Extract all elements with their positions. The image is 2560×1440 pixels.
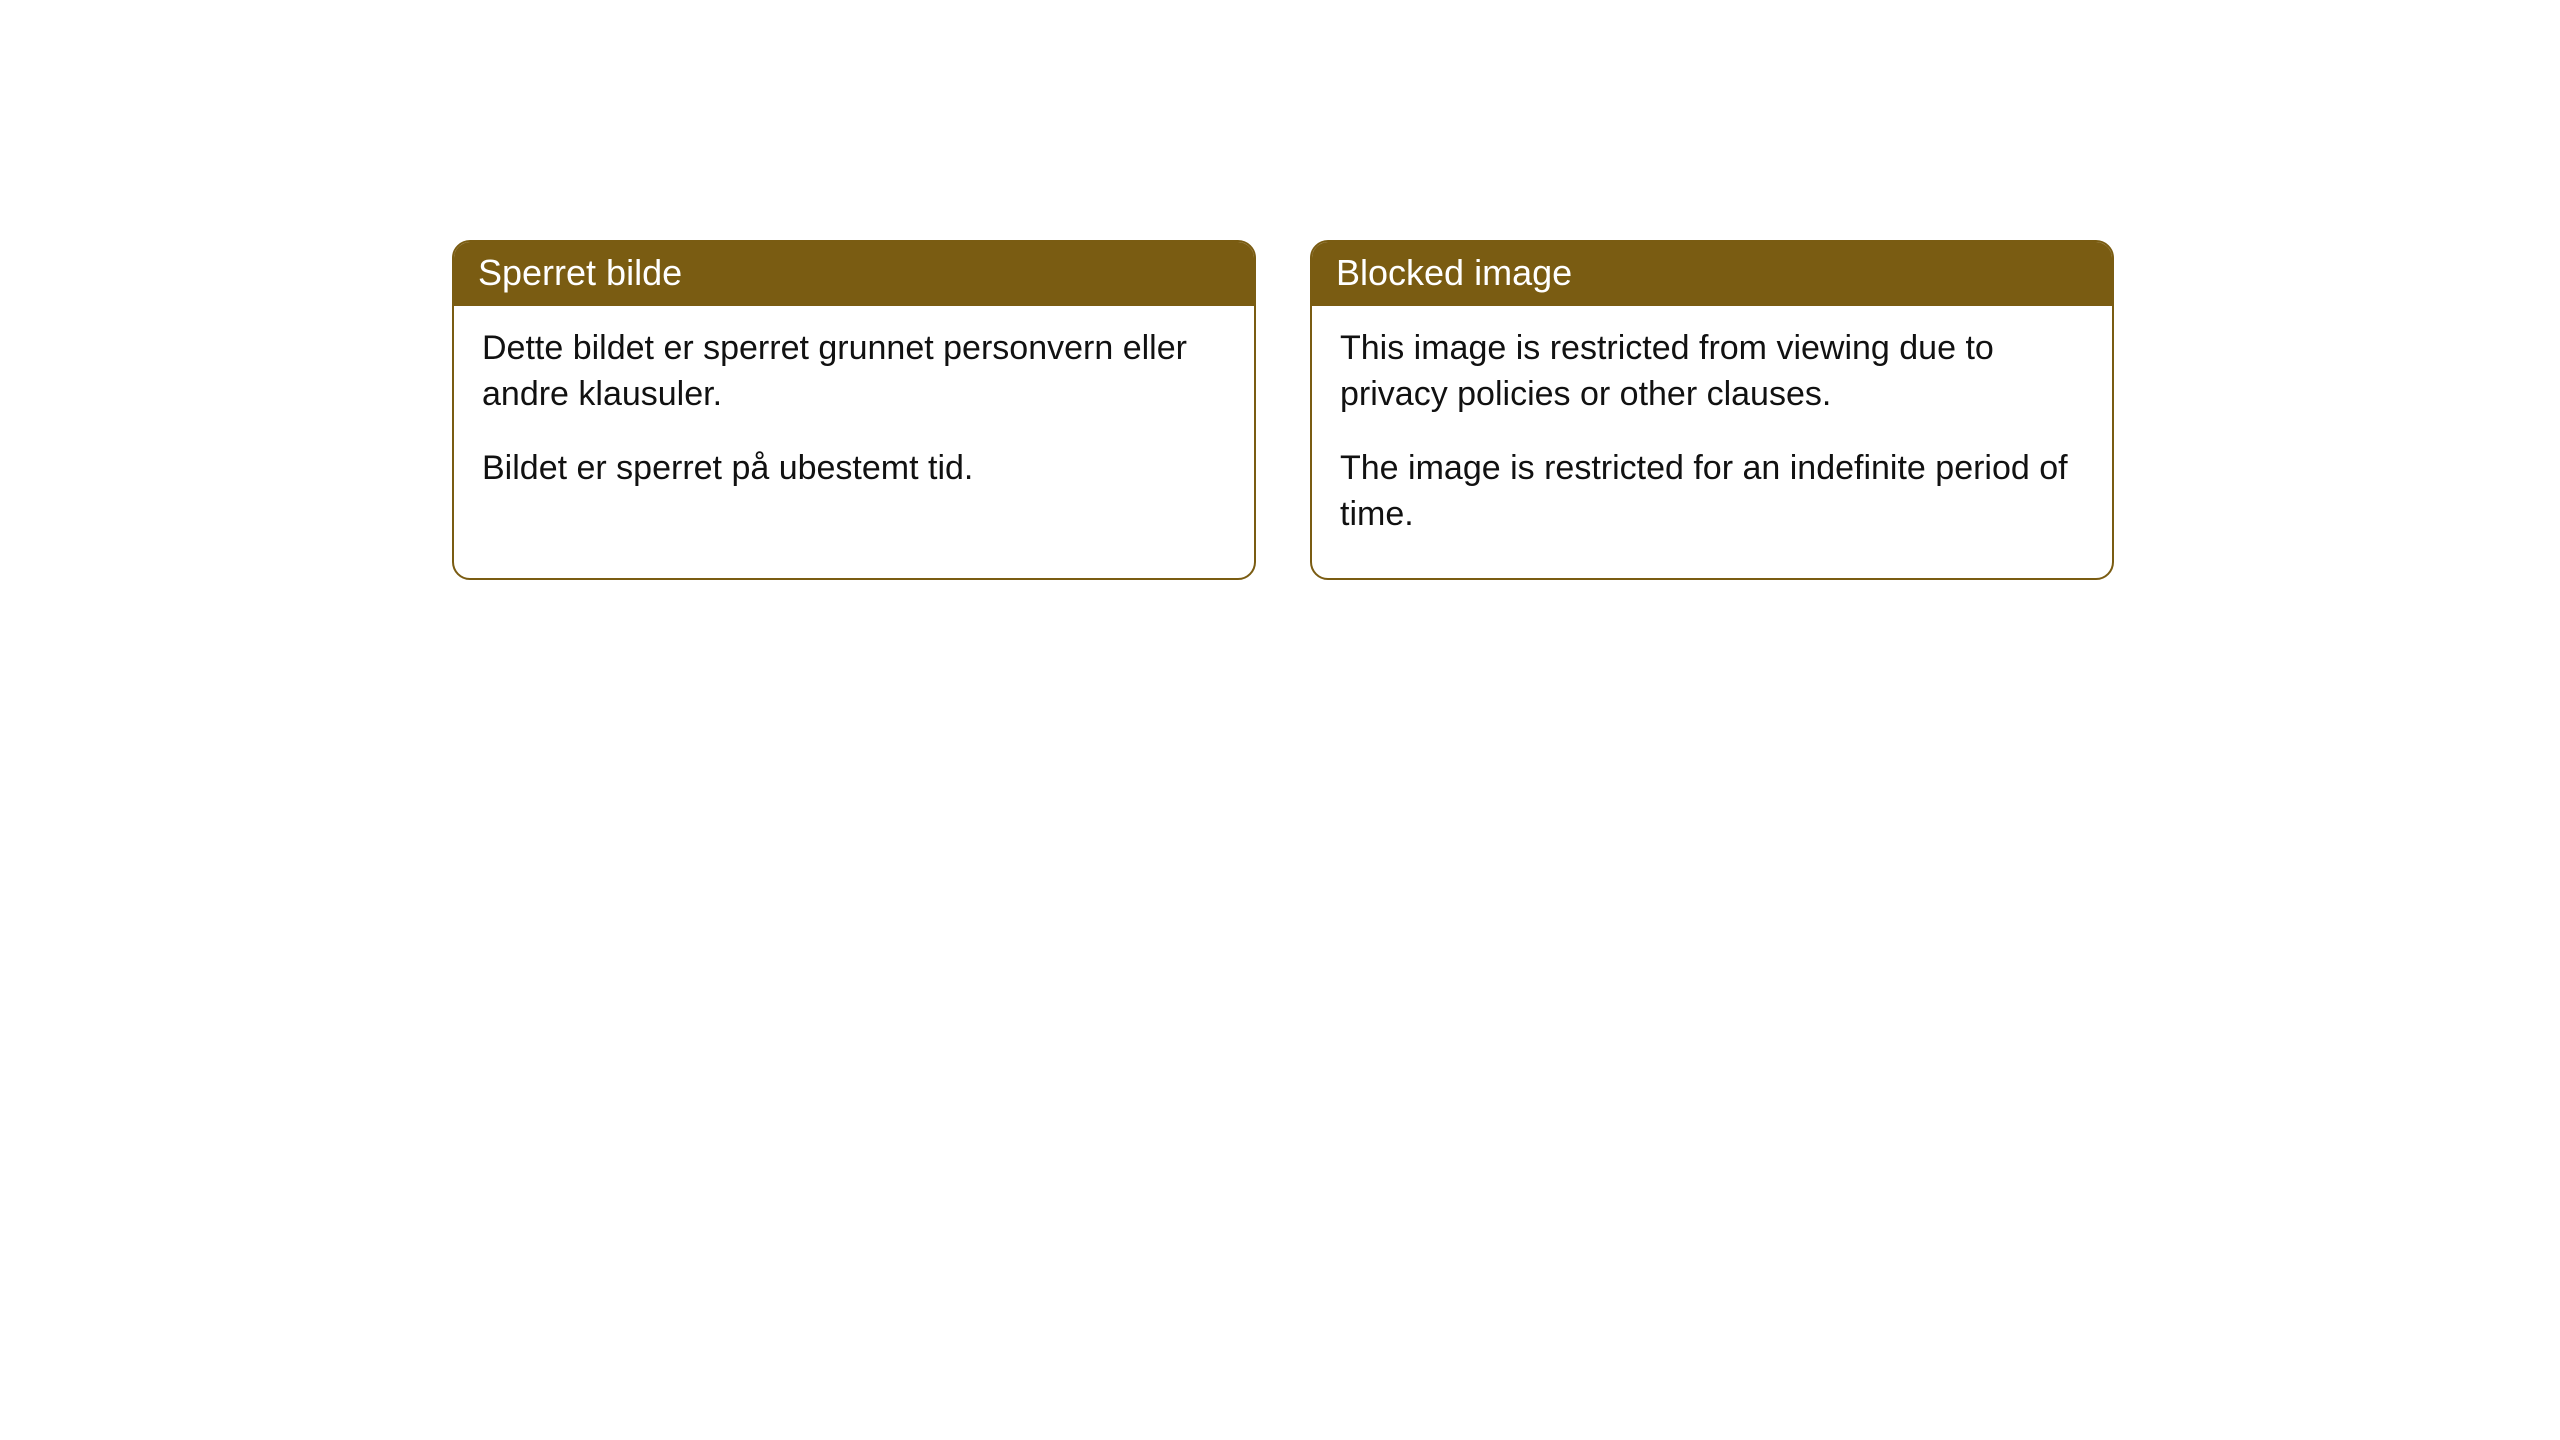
notice-title-english: Blocked image bbox=[1312, 242, 2112, 306]
notice-body-norwegian: Dette bildet er sperret grunnet personve… bbox=[454, 306, 1254, 532]
notice-paragraph-2-norwegian: Bildet er sperret på ubestemt tid. bbox=[482, 446, 1226, 492]
notice-paragraph-2-english: The image is restricted for an indefinit… bbox=[1340, 446, 2084, 538]
notice-paragraph-1-norwegian: Dette bildet er sperret grunnet personve… bbox=[482, 326, 1226, 418]
notice-paragraph-1-english: This image is restricted from viewing du… bbox=[1340, 326, 2084, 418]
notice-card-norwegian: Sperret bilde Dette bildet er sperret gr… bbox=[452, 240, 1256, 580]
notice-title-norwegian: Sperret bilde bbox=[454, 242, 1254, 306]
notice-body-english: This image is restricted from viewing du… bbox=[1312, 306, 2112, 578]
notice-card-english: Blocked image This image is restricted f… bbox=[1310, 240, 2114, 580]
notice-container: Sperret bilde Dette bildet er sperret gr… bbox=[452, 240, 2114, 580]
